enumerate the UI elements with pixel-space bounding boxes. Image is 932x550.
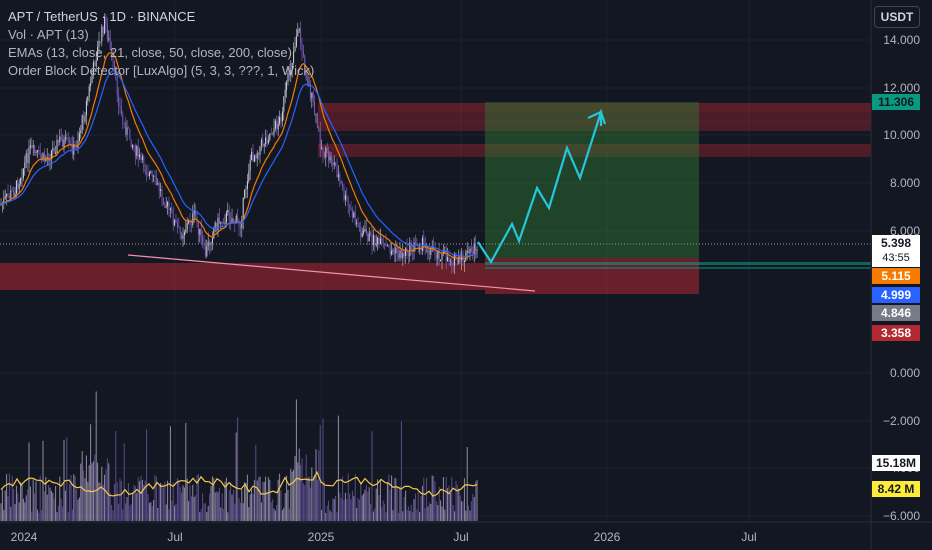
ema-orange-badge: 5.115 xyxy=(872,268,920,284)
projection-path[interactable] xyxy=(477,108,607,265)
currency-button[interactable]: USDT xyxy=(874,6,920,28)
price-tick-label: 12.000 xyxy=(883,81,920,95)
time-tick-label: 2025 xyxy=(308,530,335,544)
price-tick-label: −6.000 xyxy=(883,509,920,523)
indicator-order-block[interactable]: Order Block Detector [LuxAlgo] (5, 3, 3,… xyxy=(8,63,315,78)
price-tick-label: 10.000 xyxy=(883,128,920,142)
indicator-volume[interactable]: Vol · APT (13) xyxy=(8,27,89,42)
time-tick-label: 2026 xyxy=(594,530,621,544)
trendline[interactable] xyxy=(127,254,536,292)
projection-arrowhead xyxy=(587,110,603,126)
volume-ma-line xyxy=(0,470,478,497)
chart-legend: APT / TetherUS · 1D · BINANCE Vol · APT … xyxy=(8,8,314,80)
volume-ma-badge: 8.42 M xyxy=(872,481,920,497)
volume-badge: 15.18M xyxy=(872,455,920,471)
symbol-title[interactable]: APT / TetherUS · 1D · BINANCE xyxy=(8,9,196,24)
time-axis[interactable]: 2024 Jul 2025 Jul 2026 Jul xyxy=(11,530,757,544)
time-tick-label: Jul xyxy=(741,530,756,544)
bar-countdown: 43:55 xyxy=(882,252,910,264)
price-tick-label: −2.000 xyxy=(883,414,920,428)
time-tick-label: 2024 xyxy=(11,530,38,544)
order-blocks-bullish xyxy=(485,262,871,269)
last-price-badge: 5.398 43:55 xyxy=(872,235,920,267)
volume-bars xyxy=(0,391,478,521)
target-price-badge: 11.306 xyxy=(872,94,920,110)
indicator-emas[interactable]: EMAs (13, close, 21, close, 50, close, 2… xyxy=(8,45,292,60)
long-position-tool[interactable] xyxy=(485,102,699,294)
ema-gray-badge: 4.846 xyxy=(872,305,920,321)
last-price-value: 5.398 xyxy=(880,236,912,250)
take-profit-zone xyxy=(485,102,699,258)
price-tick-label: 8.000 xyxy=(890,176,920,190)
ema-line-blue xyxy=(0,70,478,258)
price-axis[interactable]: 14.000 12.000 10.000 8.000 6.000 0.000 −2.000 −… xyxy=(883,33,920,523)
price-tick-label: 14.000 xyxy=(883,33,920,47)
price-tick-label: 6.000 xyxy=(890,224,920,238)
support-zone xyxy=(0,263,485,290)
price-tick-label: 0.000 xyxy=(890,366,920,380)
time-tick-label: Jul xyxy=(167,530,182,544)
stop-price-badge: 3.358 xyxy=(872,325,920,341)
ema-blue-badge: 4.999 xyxy=(872,287,920,303)
time-tick-label: Jul xyxy=(453,530,468,544)
